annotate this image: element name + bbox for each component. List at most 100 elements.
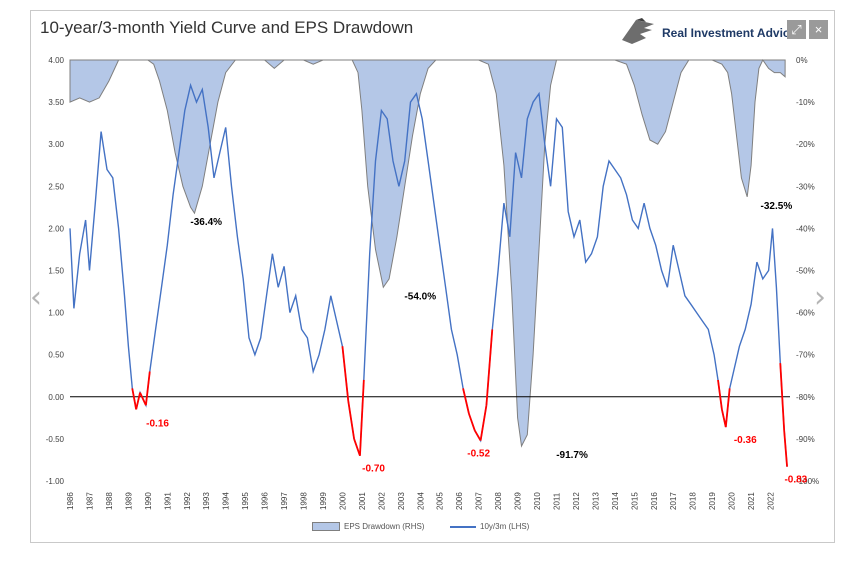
left-axis-tick-label: -0.50 [46,435,65,444]
right-axis-tick-label: -60% [796,309,815,318]
left-axis-tick-label: 2.50 [48,182,64,191]
x-axis-tick-label: 2000 [338,492,347,510]
x-axis-tick-label: 2006 [455,492,464,510]
right-axis-tick-label: -100% [796,477,819,486]
inversion-segment [479,405,488,441]
annotation-label: -0.36 [734,435,757,446]
x-axis-tick-label: 2003 [397,492,406,510]
left-axis-tick-label: 4.00 [48,56,64,65]
x-axis-tick-label: 2014 [611,492,620,510]
right-axis-tick-label: -70% [796,351,815,360]
inversion-segment [347,400,355,440]
x-axis-tick-label: 1997 [280,492,289,510]
legend-item-eps-drawdown: EPS Drawdown (RHS) [312,522,425,532]
x-axis-tick-label: 1999 [319,492,328,510]
inversion-segment [359,379,365,456]
eagle-logo-icon [622,18,654,44]
x-axis-tick-label: 2004 [416,492,425,510]
legend-label-eps-drawdown: EPS Drawdown (RHS) [344,522,425,531]
x-axis-tick-label: 1986 [66,492,75,510]
x-axis-tick-label: 1987 [85,492,94,510]
annotation-label: -0.52 [467,449,490,460]
right-axis-tick-label: 0% [796,56,808,65]
inversion-segment [485,329,494,406]
inversion-segment [341,346,350,402]
annotation-label: -91.7% [556,450,588,461]
legend-swatch-line [450,525,476,528]
inversion-segment [724,388,731,428]
close-button[interactable]: × [809,20,828,39]
x-axis-tick-label: 1988 [105,492,114,510]
right-axis-tick-label: -30% [796,182,815,191]
x-axis-tick-label: 2015 [630,492,639,510]
brand-name: Real Investment Advice [662,26,797,40]
x-axis-tick-label: 1990 [144,492,153,510]
annotation-label: -0.16 [146,418,169,429]
left-axis-tick-label: 0.50 [48,351,64,360]
inversion-segment [473,430,482,442]
next-arrow-icon[interactable]: › [814,280,826,315]
left-axis-tick-label: 3.50 [48,98,64,107]
legend-swatch-area [312,522,340,532]
left-axis-tick-label: 1.50 [48,267,64,276]
right-axis-tick-label: -40% [796,224,815,233]
inversion-segment [717,379,723,410]
legend-label-yield-curve: 10y/3m (LHS) [480,522,530,531]
inversion-segment [139,392,147,406]
right-axis-tick-label: -90% [796,435,815,444]
inversion-segment [468,413,476,431]
yield-curve-line [69,82,788,467]
x-axis-tick-label: 1991 [163,492,172,510]
left-axis-tick-label: 3.00 [48,140,64,149]
inversion-segment [144,371,151,406]
x-axis-tick-label: 2007 [475,492,484,510]
right-axis-tick-label: -50% [796,267,815,276]
right-axis-tick-label: -20% [796,140,815,149]
left-axis-tick-label: 1.00 [48,309,64,318]
x-axis-tick-label: 2005 [436,492,445,510]
inversion-segment [783,430,788,467]
annotation-label: -0.83 [784,475,807,486]
eps-drawdown-area [69,58,786,448]
right-axis-tick-label: -80% [796,393,815,402]
chart-title: 10-year/3-month Yield Curve and EPS Draw… [40,18,414,37]
x-axis-tick-label: 2021 [747,492,756,510]
inversion-segment [353,438,361,457]
prev-arrow-icon[interactable]: ‹ [30,280,42,315]
x-axis-tick-label: 2013 [591,492,600,510]
x-axis-tick-label: 2001 [358,492,367,510]
x-axis-tick-label: 2012 [572,492,581,510]
x-axis-tick-label: 1992 [183,492,192,510]
x-axis-tick-label: 1994 [222,492,231,510]
annotation-label: -0.70 [362,464,385,475]
x-axis-tick-label: 2011 [552,492,561,510]
inversion-segment [462,388,470,414]
left-axis-tick-label: -1.00 [46,477,65,486]
inversion-segment [779,363,786,431]
inversion-segment [131,388,138,410]
left-axis-tick-label: 2.00 [48,224,64,233]
annotation-label: -36.4% [190,217,222,228]
expand-button[interactable]: ⤢ [787,20,806,39]
x-axis-tick-label: 2018 [689,492,698,510]
x-axis-tick-label: 2017 [669,492,678,510]
x-axis-tick-label: 2022 [767,492,776,510]
x-axis-tick-label: 2009 [514,492,523,510]
brand-logo: Real Investment Advice [618,16,808,48]
inversion-segment [721,409,727,428]
annotation-label: -32.5% [761,201,793,212]
annotation-label: -54.0% [404,291,436,302]
x-axis-tick-label: 2010 [533,492,542,510]
x-axis-tick-label: 1993 [202,492,211,510]
x-axis-tick-label: 1996 [261,492,270,510]
right-axis-tick-label: -10% [796,98,815,107]
legend-item-yield-curve: 10y/3m (LHS) [450,522,529,531]
x-axis-tick-label: 2019 [708,492,717,510]
x-axis-tick-label: 1998 [300,492,309,510]
x-axis-tick-label: 1989 [124,492,133,510]
inversion-segment [135,392,141,410]
x-axis-tick-label: 2016 [650,492,659,510]
left-axis-tick-label: 0.00 [48,393,64,402]
x-axis-tick-label: 2008 [494,492,503,510]
